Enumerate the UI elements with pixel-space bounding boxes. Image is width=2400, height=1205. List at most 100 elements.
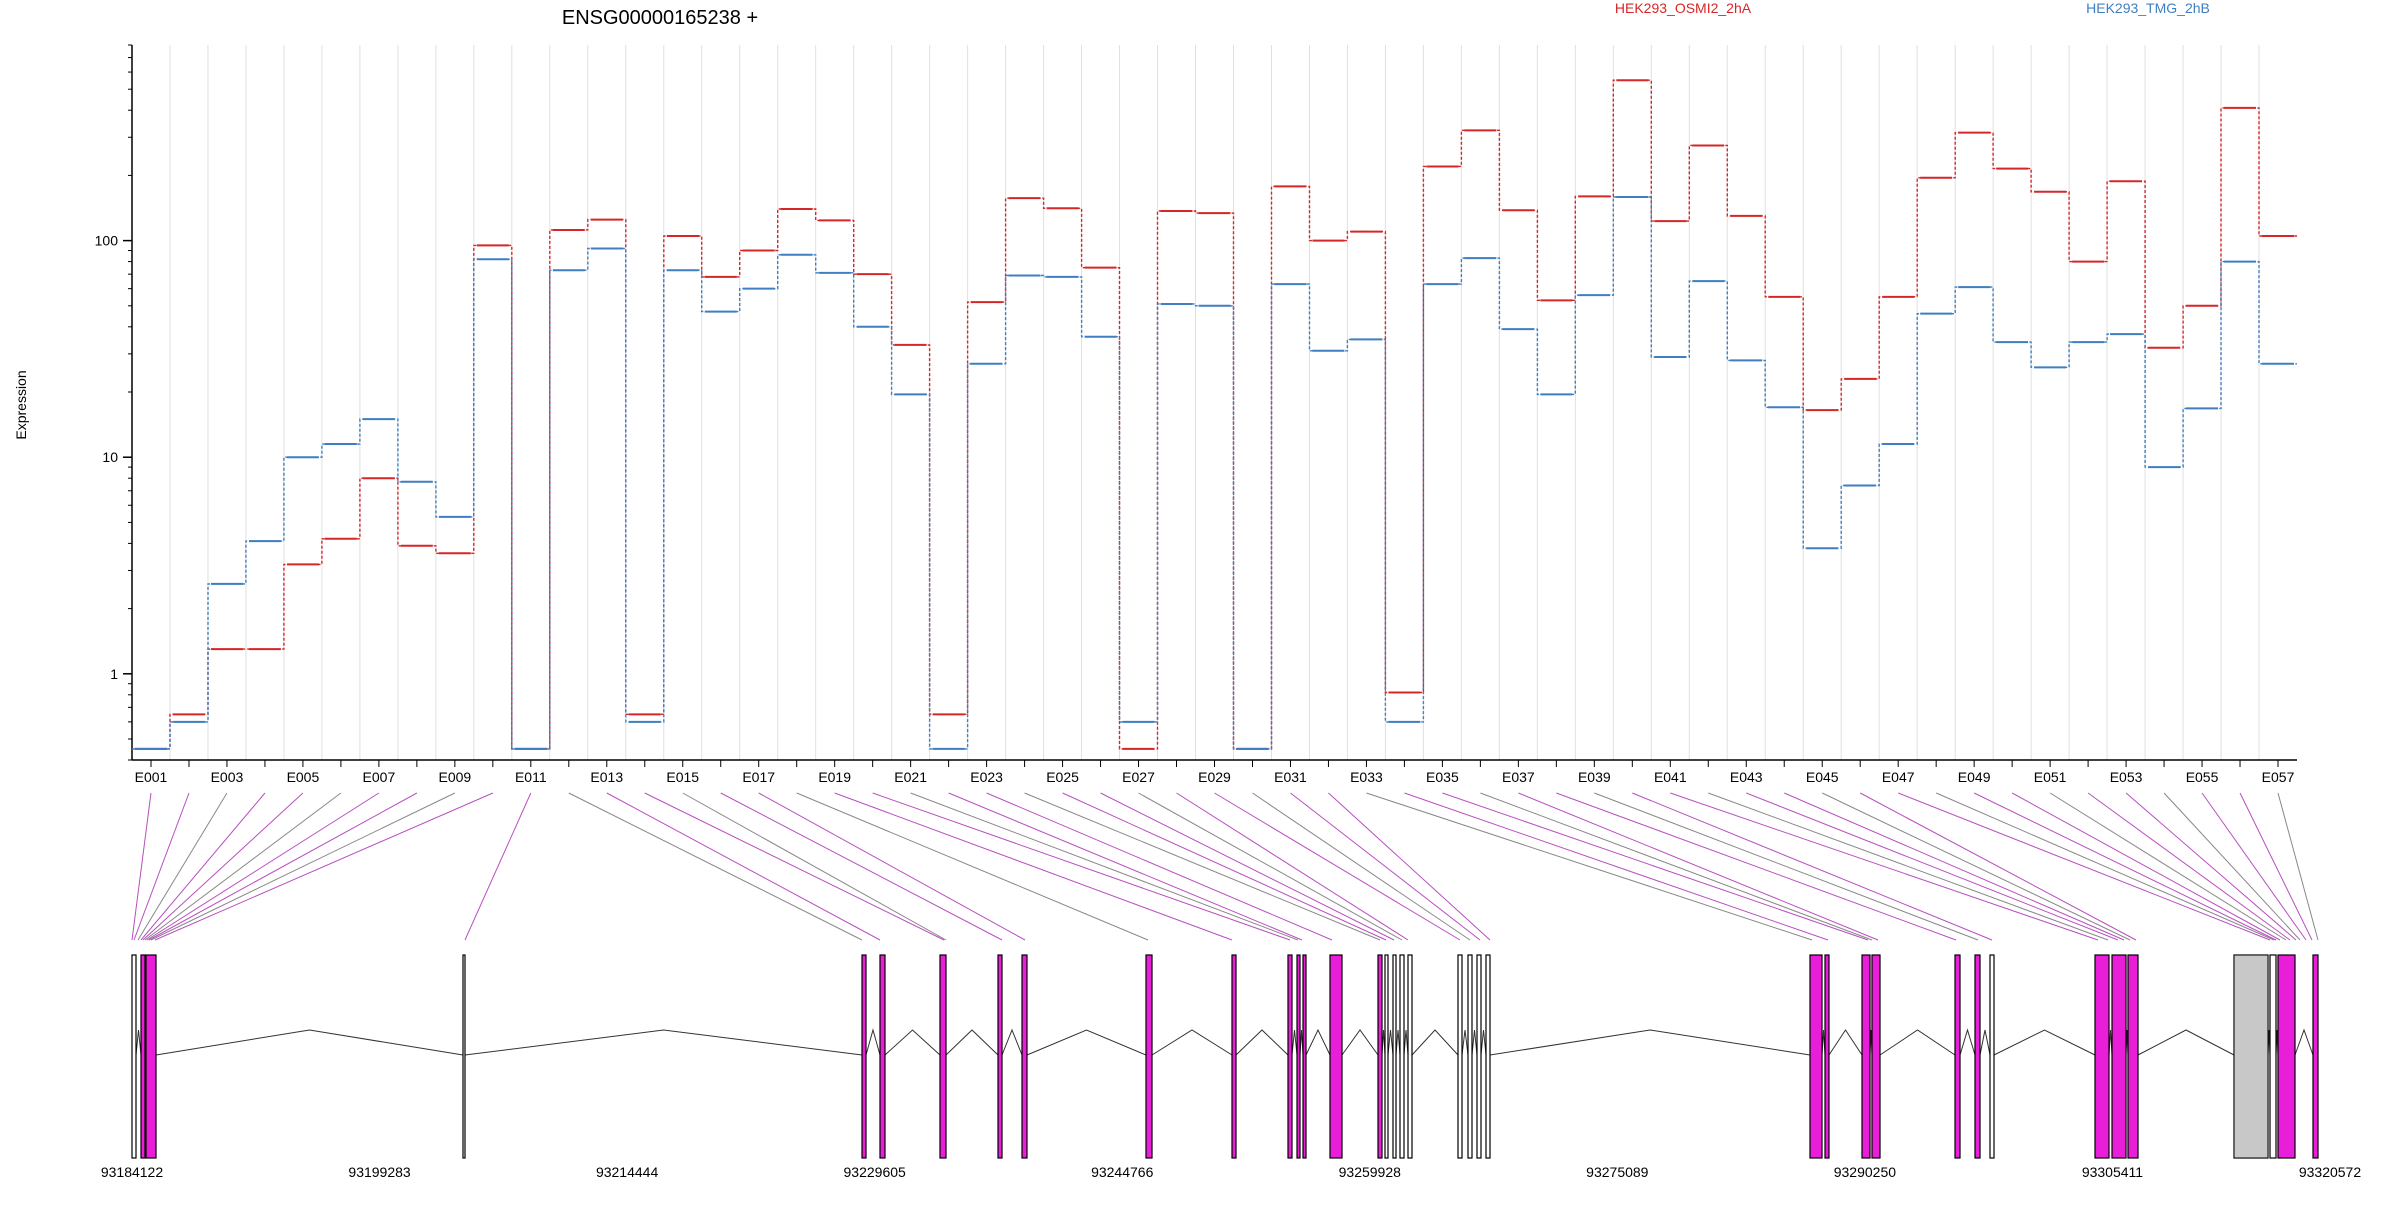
exon-connector [872,792,1291,941]
exon-connector [1176,792,1409,941]
exon-block [1989,954,1995,1159]
exon-connector [1252,792,1471,941]
exon-block [1392,954,1397,1159]
exon-connector [1556,792,1957,941]
y-tick-label: 10 [102,449,118,465]
exon-connector [2049,792,2287,941]
exon-block [462,954,466,1159]
exon-block [1329,954,1343,1159]
genomic-coordinates: 93184122 93199283 93214444 93229605 93244766… [101,1164,2362,1180]
exon-block [1231,954,1237,1159]
intron-line [1979,1029,1991,1056]
exon-connector [1822,792,2131,941]
x-tick-label: E013 [590,769,623,785]
x-tick-label: E047 [1882,769,1915,785]
intron-line [155,1029,464,1056]
exon-connector [1442,792,1869,941]
exon-block [1954,954,1961,1159]
exon-connector [140,792,266,941]
x-tick-label: E039 [1578,769,1611,785]
x-tick-label: E023 [970,769,1003,785]
exon-block [1384,954,1389,1159]
exon-block [140,954,146,1159]
exon-connector [1100,792,1395,941]
exon-connector [1024,792,1381,941]
exon-connector [1214,792,1461,941]
exon-connector [910,792,1299,941]
exon-connector [2087,792,2291,941]
exon-connector [2125,792,2297,941]
exon-connector [1062,792,1387,941]
intron-line [884,1029,941,1056]
exon-block [861,954,867,1159]
intron-line [1026,1029,1147,1056]
x-tick-label: E001 [135,769,168,785]
x-tick-label: E011 [515,769,547,785]
exon-connector [948,792,1303,941]
x-tick-label: E025 [1046,769,1079,785]
x-tick-label: E021 [894,769,927,785]
exon-connector [1518,792,1879,941]
x-tick-label: E051 [2034,769,2067,785]
exon-connector [142,792,304,941]
x-tick-label: E037 [1502,769,1535,785]
exon-block [1467,954,1473,1159]
exon-connector [1138,792,1403,941]
x-tick-label: E041 [1654,769,1687,785]
series-line [132,196,2297,750]
intron-line [1291,1029,1298,1056]
exon-connector [1632,792,1993,941]
exon-connector [154,792,494,941]
genome-coordinate-label: 93229605 [844,1164,907,1180]
exon-connector [682,792,947,941]
intron-line [1305,1028,1331,1056]
intron-line [1151,1029,1233,1056]
exon-block [1407,954,1413,1159]
exon-connector [1480,792,1873,941]
exon-connector [1859,792,2137,941]
x-tick-label: E005 [287,769,320,785]
grid-lines [169,45,2260,760]
x-tick-label: E057 [2262,769,2295,785]
exon-connector [1935,792,2275,941]
x-tick-label: E031 [1274,769,1307,785]
exon-block [2111,954,2127,1159]
intron-line [865,1028,881,1056]
exon-connector [1670,792,2099,941]
exon-block [1861,954,1871,1159]
exon-block [1377,954,1383,1159]
intron-line [1828,1029,1863,1056]
x-tick-label: E019 [818,769,851,785]
intron-line [1411,1029,1459,1056]
x-tick-label: E045 [1806,769,1839,785]
x-tick-label: E043 [1730,769,1763,785]
genome-coordinate-label: 93320572 [2299,1164,2362,1180]
series-line [132,79,2297,750]
exon-connector [464,792,532,941]
x-tick-label: E007 [363,769,396,785]
genome-coordinate-label: 93259928 [1339,1164,1402,1180]
exon-block [2127,954,2139,1159]
intron-line [1387,1029,1394,1056]
axes: 1 10 100 E001 E003 E005 E007 E009 E011 E013 E015 E0… [95,44,2297,785]
exon-block [1457,954,1463,1159]
chart-title: ENSG00000165238 + [562,7,758,29]
exon-block [1296,954,1301,1159]
x-tick-label: E055 [2186,769,2219,785]
exon-connector [606,792,881,941]
exon-block [1302,954,1307,1159]
exon-connector [1290,792,1481,941]
exon-block [1476,954,1482,1159]
intron-line [1489,1029,1811,1056]
x-tick-label: E049 [1958,769,1991,785]
intron-line [1959,1028,1976,1056]
exon-connector [644,792,945,941]
intron-line [1001,1028,1023,1056]
genome-coordinate-label: 93244766 [1091,1164,1154,1180]
exon-connector [1898,792,2271,941]
exon-block [997,954,1003,1159]
genome-coordinate-label: 93290250 [1834,1164,1897,1180]
exon-connector [137,792,228,941]
intron-line [1461,1029,1469,1056]
